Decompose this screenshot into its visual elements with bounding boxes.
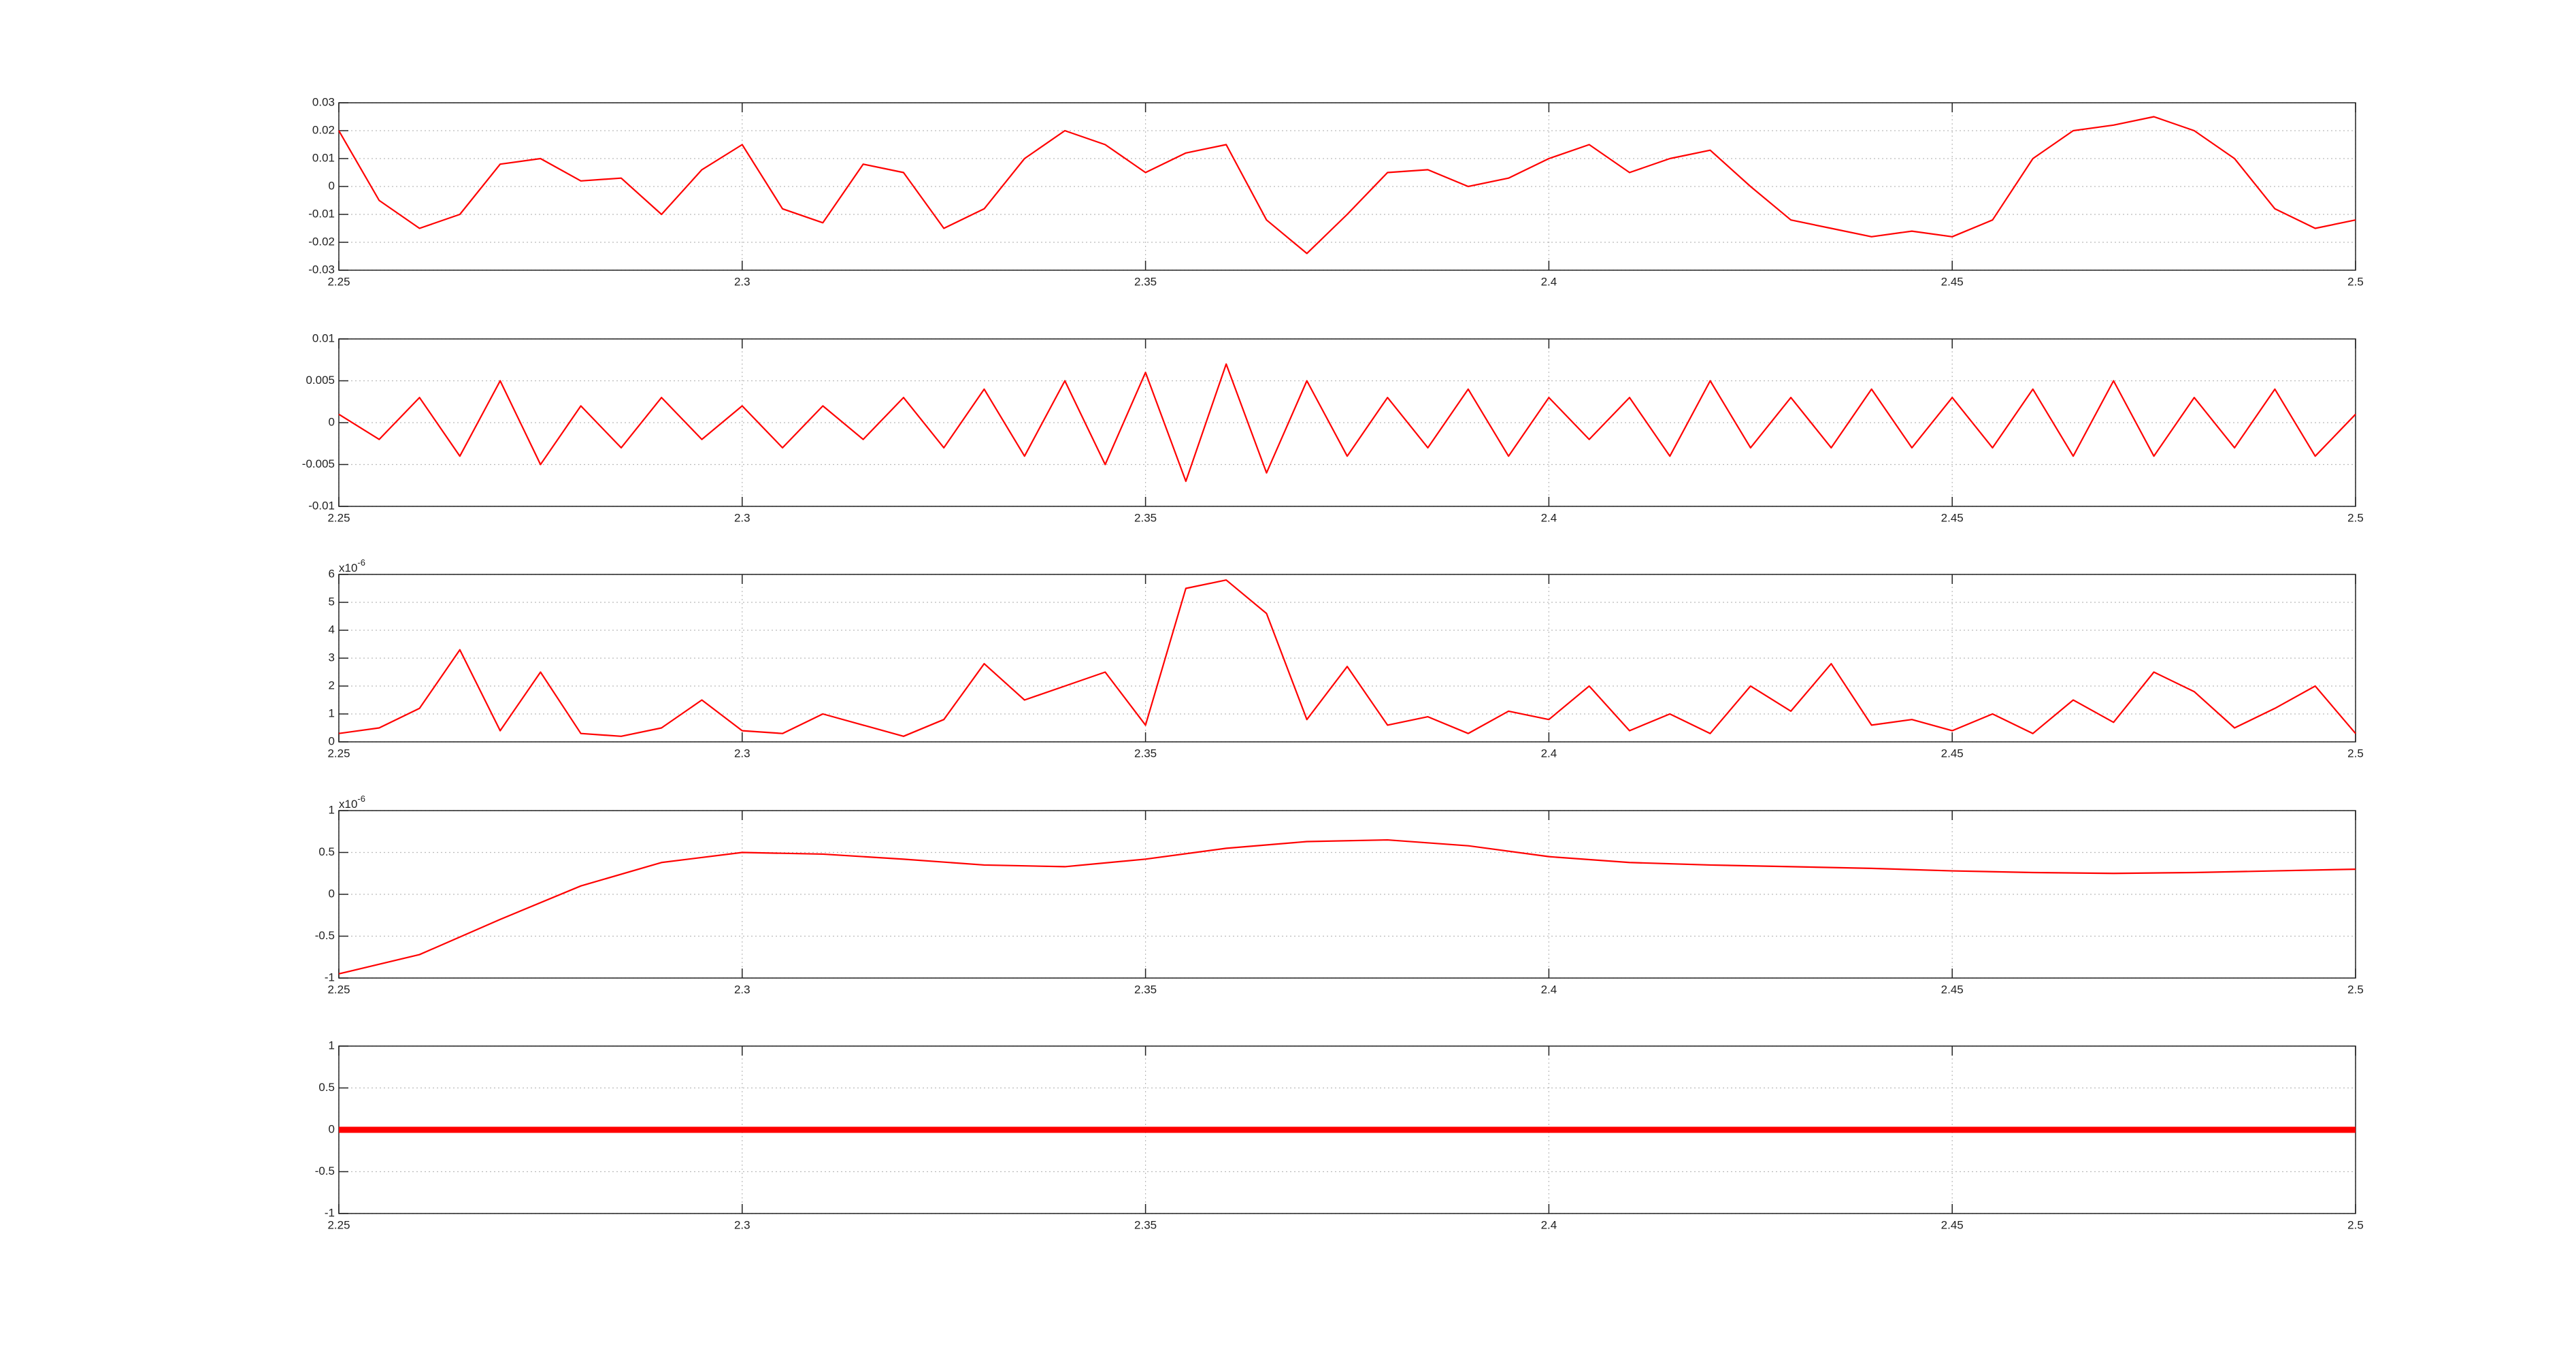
y-scale-base: x10 [339,798,357,811]
subplot: -1 -0.5 0 0.5 1 2.25 2.3 2.35 2.4 2.45 2.5 [315,1039,2364,1231]
x-tick-label: 2.4 [1541,1218,1557,1231]
x-tick-label: 2.35 [1134,275,1157,288]
y-scale-exponent: -6 [357,794,365,804]
y-tick-label: 4 [329,623,335,636]
y-tick-label: 0.01 [312,331,335,344]
y-tick-label: 0.02 [312,123,335,136]
series-line [338,579,2356,737]
x-tick-label: 2.5 [2347,983,2364,996]
y-tick-label: 0.5 [318,1081,335,1094]
x-tick-label: 2.35 [1134,511,1157,524]
y-tick-label: 3 [329,651,335,664]
y-tick-label: 0.03 [312,95,335,108]
x-tick-label: 2.4 [1541,747,1557,760]
y-tick-label: 0 [329,415,335,428]
x-tick-label: 2.5 [2347,747,2364,760]
y-tick-label: 0.5 [318,845,335,858]
x-tick-label: 2.35 [1134,747,1157,760]
axes-frame [338,574,2356,743]
subplot: 0 1 2 3 4 5 6 2.25 2.3 2.35 2.4 2.45 2.5 x10-6 [327,557,2363,760]
x-tick-label: 2.45 [1941,1218,1964,1231]
y-tick-label: -0.01 [308,207,335,220]
x-tick-label: 2.5 [2347,1218,2364,1231]
x-tick-label: 2.45 [1941,511,1964,524]
series-line [338,363,2356,483]
subplot: -1 -0.5 0 0.5 1 2.25 2.3 2.35 2.4 2.45 2.5 x10-6 [315,794,2364,996]
y-tick-label: -0.5 [315,1165,335,1177]
x-tick-label: 2.3 [734,747,750,760]
y-tick-label: 1 [329,706,335,719]
y-tick-label: -1 [325,1206,335,1219]
x-tick-label: 2.4 [1541,275,1557,288]
y-scale-label: x10-6 [339,794,365,811]
x-tick-label: 2.25 [327,275,350,288]
y-tick-label: 0 [329,734,335,747]
x-tick-label: 2.3 [734,1218,750,1231]
axes-frame [338,810,2356,979]
y-tick-label: 0.01 [312,151,335,164]
x-tick-label: 2.25 [327,511,350,524]
y-tick-label: 1 [329,1039,335,1052]
y-scale-base: x10 [339,561,357,574]
x-tick-label: 2.35 [1134,983,1157,996]
axes-frame [338,102,2356,271]
y-tick-label: -1 [325,971,335,983]
x-tick-label: 2.3 [734,511,750,524]
subplot: -0.01 -0.005 0 0.005 0.01 2.25 2.3 2.35 2.4 2.45 2… [302,331,2364,524]
y-tick-label: -0.005 [302,457,335,470]
y-tick-label: -0.5 [315,929,335,942]
x-tick-label: 2.4 [1541,511,1557,524]
x-tick-label: 2.3 [734,983,750,996]
y-tick-label: 0 [329,179,335,192]
y-tick-label: 2 [329,679,335,691]
x-tick-label: 2.35 [1134,1218,1157,1231]
subplot: -0.03 -0.02 -0.01 0 0.01 0.02 0.03 2.25 2.3 2.35 2… [308,95,2364,288]
x-tick-label: 2.25 [327,1218,350,1231]
x-tick-label: 2.25 [327,983,350,996]
x-tick-label: 2.45 [1941,275,1964,288]
y-tick-label: 0.005 [306,374,335,387]
x-tick-label: 2.25 [327,747,350,760]
x-tick-label: 2.4 [1541,983,1557,996]
y-scale-exponent: -6 [357,557,365,568]
x-tick-label: 2.45 [1941,983,1964,996]
y-scale-label: x10-6 [339,557,365,574]
y-tick-label: -0.01 [308,499,335,512]
series-line [338,839,2356,975]
y-tick-label: 0 [329,1122,335,1135]
x-tick-label: 2.45 [1941,747,1964,760]
axes-frame [338,338,2356,507]
y-tick-label: -0.02 [308,235,335,248]
y-tick-label: 1 [329,803,335,816]
x-tick-label: 2.3 [734,275,750,288]
y-tick-label: 5 [329,595,335,608]
x-tick-label: 2.5 [2347,275,2364,288]
series-line [338,116,2356,255]
y-tick-label: -0.03 [308,263,335,276]
y-tick-label: 0 [329,887,335,900]
y-tick-label: 6 [329,567,335,580]
x-tick-label: 2.5 [2347,511,2364,524]
